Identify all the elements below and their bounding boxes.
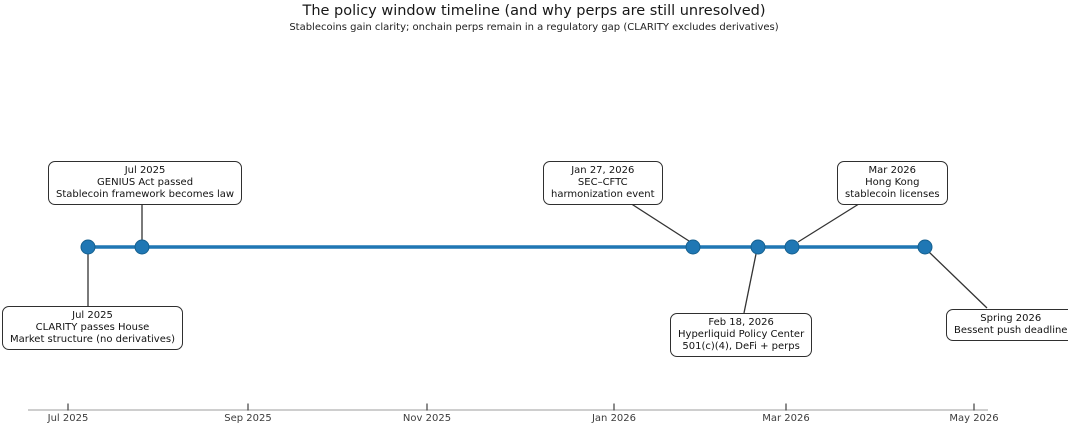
- event-box-sec-cftc: Jan 27, 2026 SEC–CFTC harmonization even…: [543, 161, 663, 205]
- event-line: Bessent push deadline: [954, 325, 1068, 336]
- event-date: Jul 2025: [72, 310, 113, 321]
- event-connector-bessent-push-deadline: [928, 251, 988, 309]
- axis-tick-label-may-2026: May 2026: [949, 413, 999, 424]
- event-date: Spring 2026: [980, 313, 1042, 324]
- event-dot-sec-cftc-harmonization: [685, 239, 701, 255]
- event-line: stablecoin licenses: [845, 189, 940, 200]
- axis-tick-label-jan-2026: Jan 2026: [591, 413, 637, 424]
- event-dot-hyperliquid-policy-center: [750, 239, 766, 255]
- event-line: Hong Kong: [865, 177, 920, 188]
- event-date: Feb 18, 2026: [708, 317, 774, 328]
- event-dot-hong-kong-licenses: [784, 239, 800, 255]
- event-line: GENIUS Act passed: [97, 177, 194, 188]
- chart-title: The policy window timeline (and why perp…: [302, 3, 766, 19]
- event-box-genius-act: Jul 2025 GENIUS Act passed Stablecoin fr…: [48, 161, 243, 205]
- event-dot-genius-act: [134, 239, 150, 255]
- axis-tick-label-mar-2026: Mar 2026: [762, 413, 810, 424]
- event-line: Hyperliquid Policy Center: [678, 329, 805, 340]
- event-line: 501(c)(4), DeFi + perps: [682, 341, 800, 352]
- axis-tick-label-nov-2025: Nov 2025: [402, 413, 452, 424]
- event-box-hong-kong: Mar 2026 Hong Kong stablecoin licenses: [837, 161, 948, 205]
- event-box-hyperliquid-policy-center: Feb 18, 2026 Hyperliquid Policy Center 5…: [670, 313, 813, 357]
- event-dot-clarity-house: [80, 239, 96, 255]
- axis-tick-label-jul-2025: Jul 2025: [47, 413, 89, 424]
- event-connector-hyperliquid-policy-center: [743, 253, 757, 314]
- event-connector-hong-kong-licenses: [797, 201, 863, 243]
- event-date: Jul 2025: [124, 165, 166, 176]
- event-box-bessent-deadline: Spring 2026 Bessent push deadline: [946, 309, 1068, 341]
- event-line: CLARITY passes House: [35, 322, 150, 333]
- event-date: Mar 2026: [868, 165, 917, 176]
- event-line: harmonization event: [551, 189, 655, 200]
- event-line: Stablecoin framework becomes law: [56, 189, 235, 200]
- event-connector-sec-cftc-harmonization: [629, 202, 690, 242]
- chart-subtitle: Stablecoins gain clarity; onchain perps …: [289, 22, 779, 33]
- event-line: Market structure (no derivatives): [10, 334, 175, 345]
- event-dot-bessent-push-deadline: [917, 239, 933, 255]
- event-line: SEC–CFTC: [577, 177, 628, 188]
- event-date: Jan 27, 2026: [571, 165, 635, 176]
- axis-tick-label-sep-2025: Sep 2025: [224, 413, 272, 424]
- event-box-clarity-house: Jul 2025 CLARITY passes House Market str…: [2, 306, 183, 350]
